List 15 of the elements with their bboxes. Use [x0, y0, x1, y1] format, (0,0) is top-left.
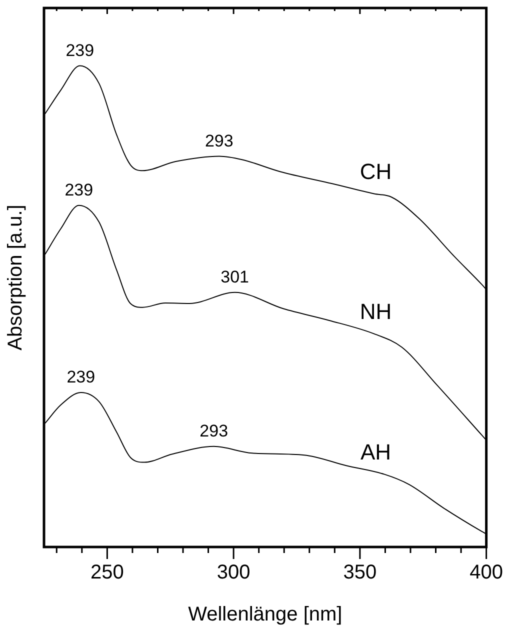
- x-tick-label: 400: [470, 562, 504, 584]
- annotation: 293: [200, 422, 228, 441]
- x-tick-label: 350: [343, 562, 377, 584]
- x-axis-title: Wellenlänge [nm]: [188, 604, 342, 626]
- y-axis-title: Absorption [a.u.]: [4, 204, 27, 350]
- annotation: 239: [66, 368, 96, 387]
- annotation: 301: [220, 268, 250, 287]
- x-tick-label: 300: [216, 562, 250, 584]
- annotation: 239: [64, 180, 94, 200]
- series-label: AH: [360, 439, 392, 464]
- series-label: CH: [360, 158, 392, 184]
- annotation: 239: [66, 40, 94, 60]
- x-tick-label: 250: [90, 562, 124, 584]
- annotation: 293: [204, 131, 234, 150]
- series-label: NH: [360, 298, 392, 324]
